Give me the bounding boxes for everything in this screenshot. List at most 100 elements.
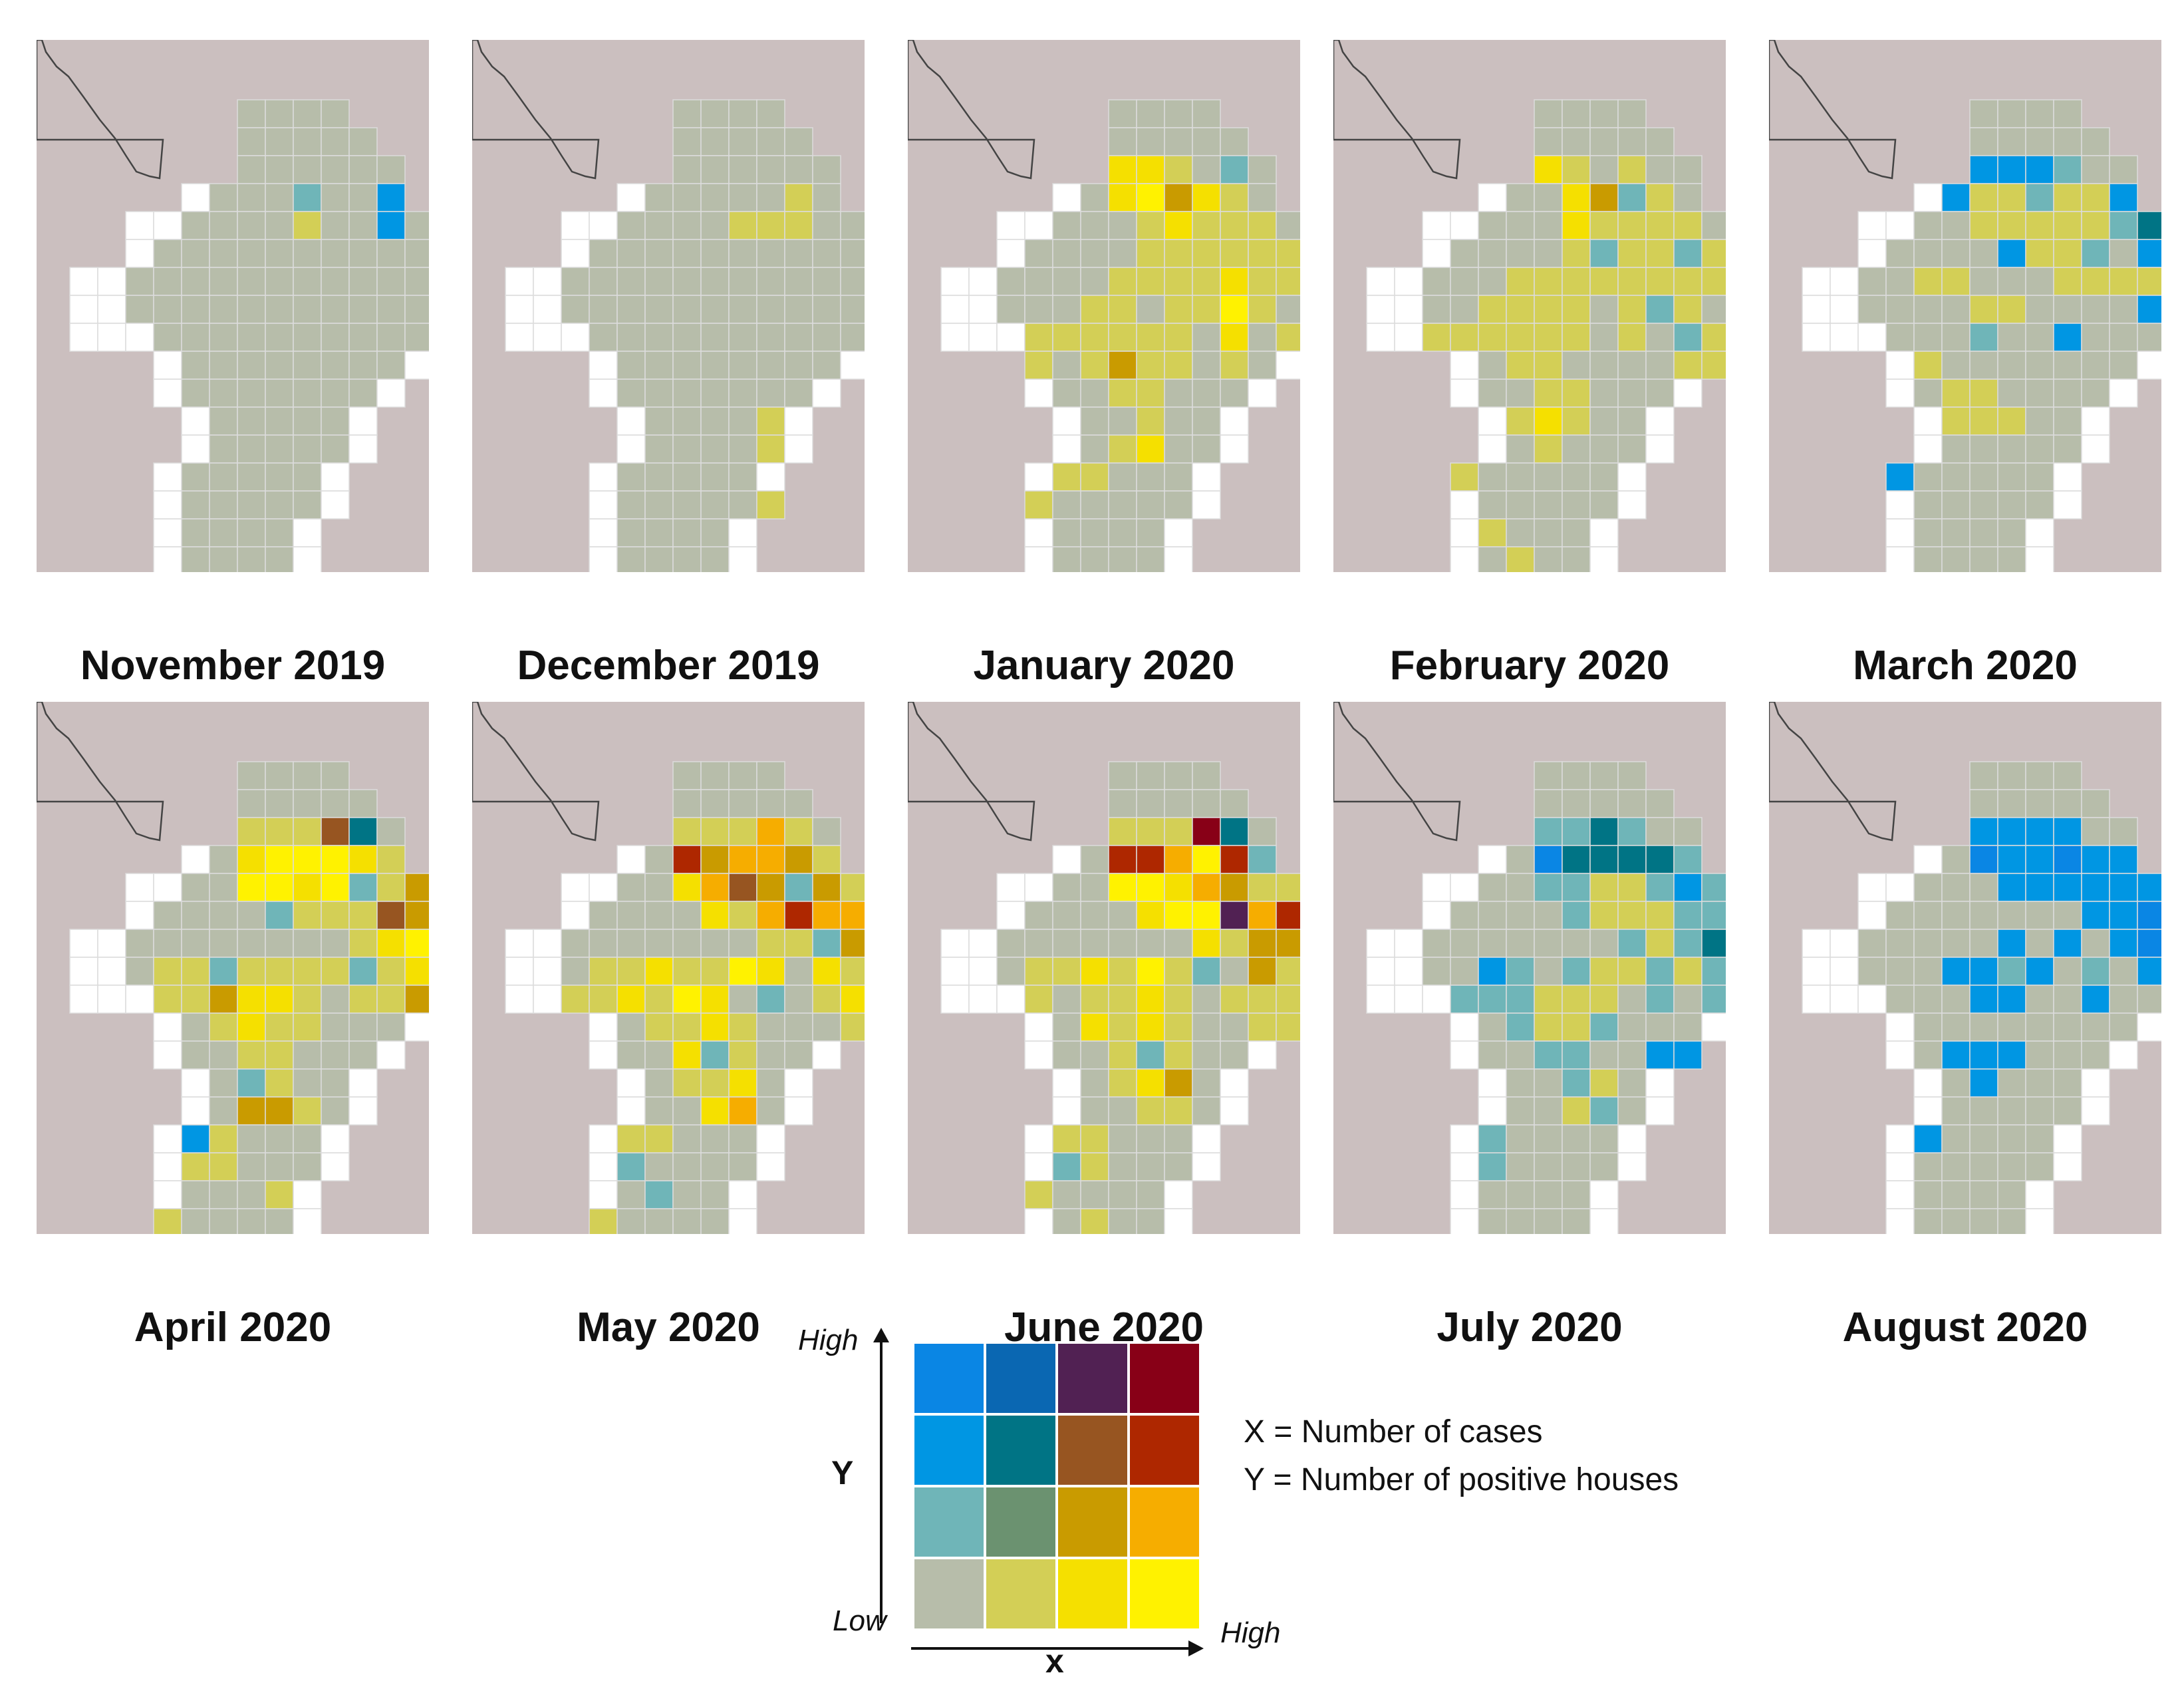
grid-cell <box>181 1152 210 1181</box>
grid-cell <box>2053 1068 2082 1098</box>
grid-cell <box>1885 1152 1915 1181</box>
grid-cell <box>1589 957 1619 986</box>
grid-cell <box>1997 127 2026 156</box>
grid-cell <box>996 267 1025 296</box>
grid-cell <box>2109 351 2138 380</box>
grid-cell <box>1506 379 1535 408</box>
grid-cell <box>1969 434 1998 464</box>
grid-cell <box>237 518 266 547</box>
grid-cell <box>2053 1124 2082 1154</box>
grid-cell <box>1276 239 1300 268</box>
grid-cell <box>1885 379 1915 408</box>
grid-cell <box>2025 434 2054 464</box>
grid-cell <box>2081 267 2110 296</box>
grid-cell <box>589 351 618 380</box>
grid-cell <box>672 183 702 212</box>
grid-cell <box>1941 1208 1971 1234</box>
grid-cell <box>1913 1012 1943 1042</box>
grid-cell <box>2109 1040 2138 1070</box>
grid-cell <box>1136 295 1165 324</box>
grid-cell <box>700 873 730 902</box>
grid-cell <box>1673 239 1703 268</box>
grid-cell <box>1080 379 1109 408</box>
grid-cell <box>700 1096 730 1126</box>
legend-y-high-label: High <box>798 1324 859 1356</box>
grid-cell <box>1969 127 1998 156</box>
grid-cell <box>1941 267 1971 296</box>
grid-cell <box>1164 490 1193 520</box>
grid-cell <box>2109 873 2138 902</box>
grid-cell <box>1534 1152 1563 1181</box>
grid-cell <box>1506 1040 1535 1070</box>
grid-cell <box>321 985 350 1014</box>
grid-cell <box>1276 323 1300 352</box>
grid-cell <box>1589 761 1619 790</box>
map-panel: April 2020 <box>37 702 429 1367</box>
grid-cell <box>237 929 266 958</box>
grid-cell <box>1052 1096 1081 1126</box>
grid-cell <box>348 873 378 902</box>
grid-cell <box>616 1096 646 1126</box>
grid-cell <box>616 1040 646 1070</box>
grid-cell <box>1617 462 1647 492</box>
grid-cell <box>376 267 406 296</box>
grid-cell <box>237 873 266 902</box>
grid-cell <box>1080 1068 1109 1098</box>
grid-cell <box>1589 490 1619 520</box>
grid-cell <box>1248 379 1277 408</box>
grid-cell <box>2109 379 2138 408</box>
grid-cell <box>1913 985 1943 1014</box>
map-svg <box>472 40 865 572</box>
legend-swatch <box>1058 1559 1127 1628</box>
grid-cell <box>1024 1040 1053 1070</box>
grid-cell <box>293 434 322 464</box>
grid-cell <box>1108 1180 1137 1209</box>
grid-cell <box>728 1012 757 1042</box>
grid-cell <box>1913 1180 1943 1209</box>
grid-cell <box>1136 1180 1165 1209</box>
grid-cell <box>1108 239 1137 268</box>
grid-cell <box>1997 490 2026 520</box>
grid-cell <box>1562 518 1591 547</box>
grid-cell <box>812 957 841 986</box>
grid-cell <box>1534 845 1563 874</box>
grid-cell <box>1080 1040 1109 1070</box>
grid-cell <box>940 295 970 324</box>
grid-cell <box>1997 211 2026 240</box>
grid-cell <box>1997 1180 2026 1209</box>
grid-cell <box>756 323 785 352</box>
grid-cell <box>2081 901 2110 930</box>
grid-cell <box>321 1012 350 1042</box>
grid-cell <box>812 985 841 1014</box>
grid-cell <box>1941 1096 1971 1126</box>
grid-cell <box>728 1180 757 1209</box>
grid-cell <box>265 873 294 902</box>
grid-cell <box>125 985 154 1014</box>
grid-cell <box>616 295 646 324</box>
legend-swatch <box>1130 1344 1199 1413</box>
grid-cell <box>404 267 429 296</box>
grid-cell <box>2053 1040 2082 1070</box>
grid-cell <box>265 985 294 1014</box>
grid-cell <box>700 434 730 464</box>
grid-cell <box>1534 1040 1563 1070</box>
grid-cell <box>153 379 182 408</box>
grid-cell <box>1220 183 1249 212</box>
grid-cell <box>644 985 674 1014</box>
grid-cell <box>2025 1124 2054 1154</box>
grid-cell <box>1108 434 1137 464</box>
grid-cell <box>293 761 322 790</box>
grid-cell <box>589 957 618 986</box>
grid-cell <box>505 985 534 1014</box>
grid-cell <box>265 490 294 520</box>
grid-cell <box>153 1180 182 1209</box>
grid-cell <box>756 183 785 212</box>
grid-cell <box>784 957 813 986</box>
grid-cell <box>2081 295 2110 324</box>
grid-cell <box>1645 323 1675 352</box>
grid-cell <box>1080 1208 1109 1234</box>
grid-cell <box>181 1040 210 1070</box>
grid-cell <box>1450 351 1479 380</box>
grid-cell <box>728 434 757 464</box>
grid-cell <box>1969 1096 1998 1126</box>
